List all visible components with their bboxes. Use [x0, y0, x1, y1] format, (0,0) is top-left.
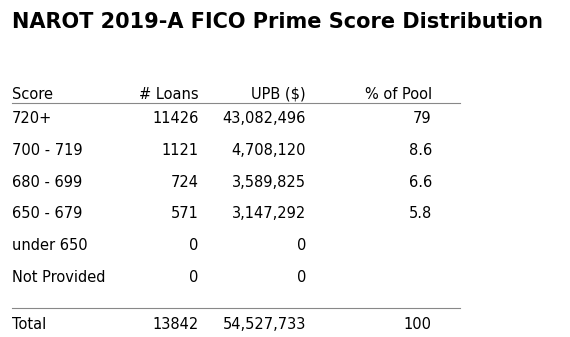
Text: 700 - 719: 700 - 719	[12, 143, 83, 158]
Text: 8.6: 8.6	[409, 143, 432, 158]
Text: 43,082,496: 43,082,496	[222, 111, 306, 126]
Text: # Loans: # Loans	[139, 87, 199, 102]
Text: 724: 724	[170, 175, 199, 189]
Text: 571: 571	[171, 206, 199, 221]
Text: 720+: 720+	[12, 111, 52, 126]
Text: 0: 0	[189, 270, 199, 285]
Text: Not Provided: Not Provided	[12, 270, 105, 285]
Text: 0: 0	[296, 238, 306, 253]
Text: 0: 0	[189, 238, 199, 253]
Text: 54,527,733: 54,527,733	[222, 317, 306, 333]
Text: NAROT 2019-A FICO Prime Score Distribution: NAROT 2019-A FICO Prime Score Distributi…	[12, 12, 543, 32]
Text: 5.8: 5.8	[409, 206, 432, 221]
Text: Score: Score	[12, 87, 53, 102]
Text: 0: 0	[296, 270, 306, 285]
Text: 650 - 679: 650 - 679	[12, 206, 83, 221]
Text: 4,708,120: 4,708,120	[231, 143, 306, 158]
Text: 11426: 11426	[152, 111, 199, 126]
Text: Total: Total	[12, 317, 46, 333]
Text: UPB ($): UPB ($)	[251, 87, 306, 102]
Text: 3,589,825: 3,589,825	[232, 175, 306, 189]
Text: 79: 79	[413, 111, 432, 126]
Text: 13842: 13842	[152, 317, 199, 333]
Text: 3,147,292: 3,147,292	[231, 206, 306, 221]
Text: 100: 100	[404, 317, 432, 333]
Text: 6.6: 6.6	[409, 175, 432, 189]
Text: under 650: under 650	[12, 238, 88, 253]
Text: % of Pool: % of Pool	[365, 87, 432, 102]
Text: 680 - 699: 680 - 699	[12, 175, 82, 189]
Text: 1121: 1121	[161, 143, 199, 158]
